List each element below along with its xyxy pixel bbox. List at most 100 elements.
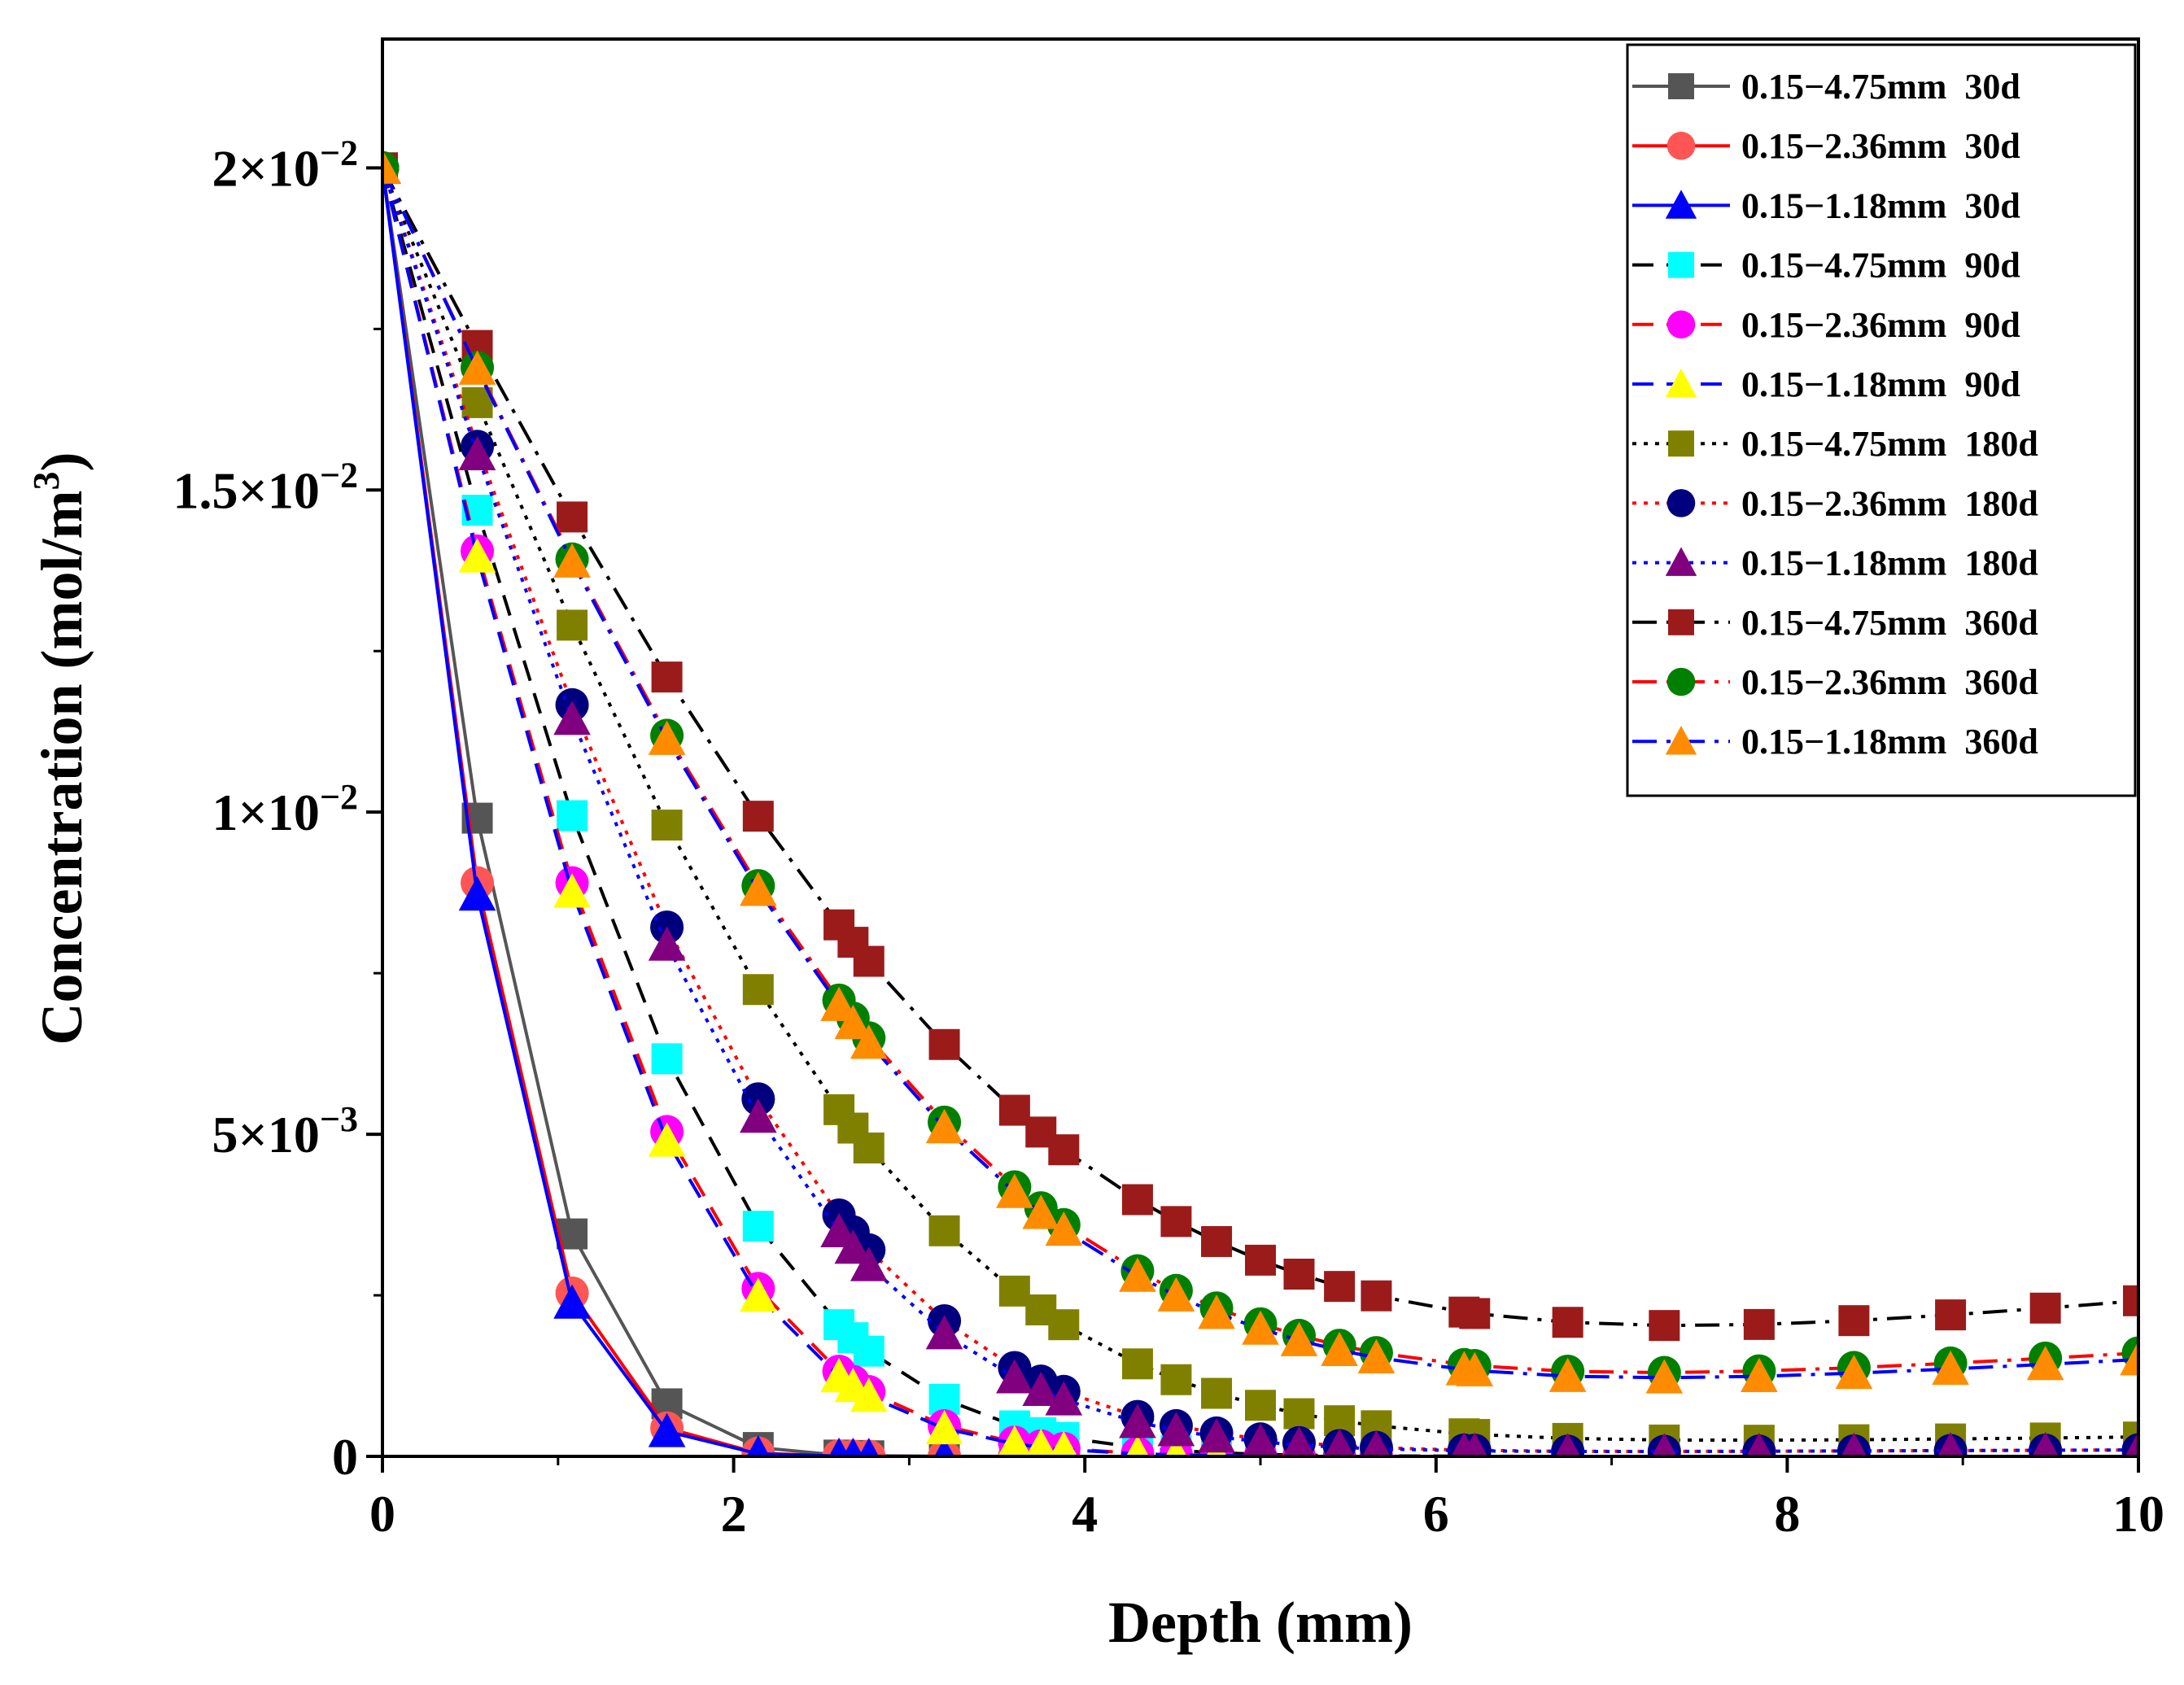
data-point bbox=[850, 1377, 888, 1412]
data-point bbox=[651, 810, 683, 841]
data-point bbox=[934, 1438, 954, 1456]
data-point bbox=[1165, 1436, 1187, 1456]
y-tick-label: 1.5×10−2 bbox=[173, 455, 358, 519]
data-point bbox=[1321, 1331, 1358, 1367]
data-point bbox=[1048, 1134, 1080, 1166]
y-tick-label: 0 bbox=[332, 1428, 358, 1486]
data-point bbox=[742, 801, 774, 832]
x-tick-label: 0 bbox=[369, 1485, 395, 1543]
legend-item: 0.15−4.75mm 90d bbox=[1632, 246, 2020, 286]
data-point bbox=[1935, 1299, 1967, 1331]
data-point bbox=[458, 435, 496, 470]
series-line bbox=[382, 167, 2138, 1375]
data-point bbox=[998, 1425, 1032, 1456]
data-point bbox=[1242, 1423, 1279, 1456]
legend-label: 0.15−2.36mm 360d bbox=[1741, 662, 2038, 702]
data-point bbox=[1121, 1184, 1153, 1216]
legend-marker bbox=[1666, 131, 1696, 160]
data-point bbox=[2026, 1346, 2064, 1381]
y-axis-title: Concentration (mol/m3) bbox=[25, 452, 94, 1045]
legend-box bbox=[1626, 43, 2137, 797]
legend-label: 0.15−2.36mm 90d bbox=[1741, 305, 2020, 345]
legend-item: 0.15−1.18mm 180d bbox=[1632, 543, 2038, 583]
data-point bbox=[553, 1284, 591, 1319]
legend-label: 0.15−2.36mm 30d bbox=[1741, 126, 2020, 166]
data-point bbox=[1361, 1280, 1392, 1312]
data-point bbox=[1282, 1426, 1316, 1456]
legend-marker bbox=[1665, 368, 1697, 398]
data-point bbox=[651, 1043, 683, 1075]
data-point bbox=[1548, 1357, 1587, 1392]
data-point bbox=[1022, 1371, 1060, 1407]
data-point bbox=[850, 1024, 888, 1059]
data-point bbox=[1651, 1433, 1677, 1456]
data-point bbox=[740, 871, 777, 906]
legend-marker bbox=[1668, 73, 1694, 99]
legend-label: 0.15−1.18mm 360d bbox=[1741, 722, 2038, 762]
legend-marker bbox=[1666, 310, 1696, 339]
data-point bbox=[458, 876, 496, 911]
legend-label: 0.15−4.75mm 30d bbox=[1741, 67, 2020, 107]
data-point bbox=[2032, 1431, 2060, 1456]
data-point bbox=[1160, 1364, 1192, 1395]
data-point bbox=[648, 1122, 686, 1157]
legend-item: 0.15−2.36mm 180d bbox=[1632, 483, 2038, 523]
data-point bbox=[1741, 1357, 1778, 1392]
series-12 bbox=[382, 149, 2138, 1394]
data-point bbox=[742, 1211, 774, 1242]
data-point bbox=[1835, 1354, 1873, 1390]
legend-item: 0.15−4.75mm 360d bbox=[1632, 603, 2038, 643]
legend-label: 0.15−4.75mm 360d bbox=[1741, 603, 2038, 643]
data-point bbox=[1461, 1432, 1488, 1456]
legend-label: 0.15−1.18mm 180d bbox=[1741, 543, 2038, 583]
series-layer bbox=[382, 149, 2138, 1456]
legend-marker bbox=[1666, 667, 1696, 696]
data-point bbox=[1937, 1432, 1964, 1456]
data-point bbox=[458, 350, 496, 385]
data-point bbox=[742, 974, 774, 1006]
data-point bbox=[1459, 1298, 1491, 1329]
data-point bbox=[2120, 1341, 2138, 1376]
data-point bbox=[925, 1315, 963, 1350]
data-point bbox=[1125, 1434, 1149, 1456]
legend: 0.15−4.75mm 30d 0.15−2.36mm 30d 0.15−1.18m… bbox=[1626, 43, 2137, 797]
data-point bbox=[1121, 1348, 1153, 1380]
series-line bbox=[382, 168, 2138, 1456]
data-point bbox=[2123, 1285, 2138, 1316]
data-point bbox=[1022, 1194, 1060, 1229]
data-point bbox=[1245, 1390, 1276, 1421]
data-point bbox=[648, 926, 686, 961]
data-point bbox=[1157, 1412, 1195, 1447]
data-point bbox=[925, 1109, 963, 1144]
data-point bbox=[557, 501, 588, 533]
data-point bbox=[842, 1438, 863, 1456]
legend-item: 0.15−4.75mm 180d bbox=[1632, 424, 2038, 464]
data-point bbox=[1743, 1308, 1775, 1340]
x-tick-label: 10 bbox=[2112, 1485, 2164, 1543]
data-point bbox=[928, 1028, 960, 1060]
data-point bbox=[1555, 1433, 1581, 1456]
series-line bbox=[382, 167, 2138, 1456]
data-point bbox=[1160, 1206, 1192, 1238]
data-point bbox=[740, 1098, 777, 1133]
legend-label: 0.15−1.18mm 90d bbox=[1741, 365, 2020, 404]
data-point bbox=[853, 945, 885, 977]
data-point bbox=[557, 800, 588, 832]
data-point bbox=[553, 701, 591, 736]
data-point bbox=[557, 609, 588, 641]
data-point bbox=[1280, 1321, 1318, 1356]
data-point bbox=[648, 1412, 686, 1447]
data-point bbox=[820, 986, 858, 1021]
data-point bbox=[853, 1335, 885, 1367]
legend-label: 0.15−4.75mm 180d bbox=[1741, 424, 2038, 464]
y-tick-label: 1×10−2 bbox=[212, 777, 358, 841]
legend-item: 0.15−1.18mm 360d bbox=[1632, 722, 2038, 762]
data-point bbox=[1119, 1257, 1156, 1292]
data-point bbox=[1283, 1259, 1315, 1290]
data-point bbox=[996, 1173, 1033, 1208]
data-point bbox=[2029, 1292, 2061, 1324]
y-tick-label: 2×10−2 bbox=[212, 133, 358, 197]
data-point bbox=[1456, 1351, 1494, 1386]
data-point bbox=[1649, 1310, 1680, 1342]
data-point bbox=[1245, 1244, 1276, 1276]
